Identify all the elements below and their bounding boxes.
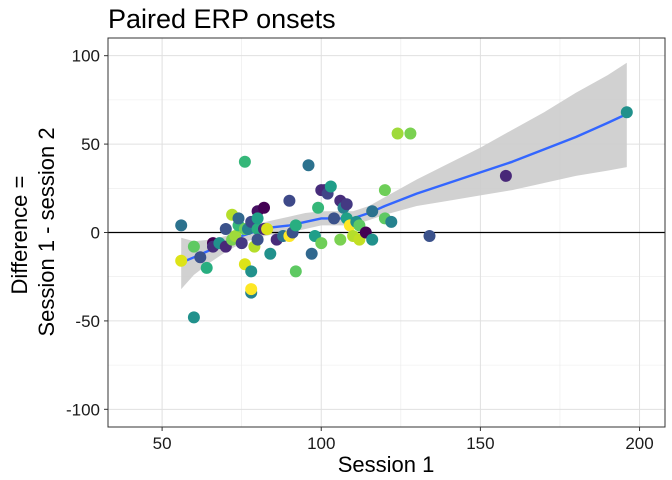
data-point bbox=[175, 219, 188, 232]
data-point bbox=[245, 283, 258, 296]
data-point bbox=[620, 106, 633, 119]
data-point bbox=[245, 265, 258, 278]
data-point bbox=[324, 180, 337, 193]
data-point bbox=[385, 215, 398, 228]
data-point bbox=[328, 212, 340, 225]
y-tick-label: 50 bbox=[81, 135, 100, 154]
data-point bbox=[404, 127, 417, 140]
data-point bbox=[283, 194, 296, 207]
x-tick-label: 50 bbox=[153, 434, 172, 453]
data-point bbox=[378, 184, 391, 197]
data-point bbox=[251, 233, 264, 246]
data-points bbox=[175, 106, 633, 324]
data-point bbox=[258, 201, 270, 214]
y-axis-title-line-2: Session 1 - session 2 bbox=[34, 127, 59, 336]
x-tick-label: 100 bbox=[307, 434, 335, 453]
data-point bbox=[423, 230, 436, 242]
data-point bbox=[251, 212, 264, 225]
data-point bbox=[366, 233, 379, 246]
data-point bbox=[187, 240, 200, 253]
data-point bbox=[302, 159, 315, 172]
data-point bbox=[261, 223, 274, 235]
data-point bbox=[391, 127, 404, 140]
data-point bbox=[334, 233, 347, 246]
y-tick-label: 0 bbox=[91, 224, 100, 243]
data-point bbox=[232, 212, 245, 225]
data-point bbox=[219, 223, 232, 235]
data-point bbox=[312, 201, 325, 214]
data-point bbox=[235, 237, 248, 250]
data-point bbox=[238, 155, 251, 168]
data-point bbox=[200, 261, 213, 274]
data-point bbox=[289, 219, 302, 232]
data-point bbox=[194, 251, 207, 264]
data-point bbox=[264, 247, 277, 260]
data-point bbox=[187, 311, 200, 324]
y-axis-title-line-1: Difference = bbox=[7, 176, 32, 295]
data-point bbox=[315, 237, 328, 250]
confidence-band bbox=[181, 62, 627, 290]
x-tick-label: 200 bbox=[625, 434, 653, 453]
chart-title: Paired ERP onsets bbox=[108, 4, 336, 34]
data-point bbox=[175, 254, 188, 267]
data-point bbox=[499, 169, 512, 182]
data-point bbox=[340, 198, 353, 211]
x-axis-title: Session 1 bbox=[338, 452, 435, 477]
y-axis-title: Difference = Session 1 - session 2 bbox=[7, 127, 59, 336]
y-tick-label: 100 bbox=[72, 47, 100, 66]
y-tick-label: -100 bbox=[66, 400, 100, 419]
y-tick-label: -50 bbox=[75, 312, 100, 331]
x-tick-label: 150 bbox=[466, 434, 494, 453]
axis-ticks: 50 100 150 200 -100 -50 0 50 100 bbox=[66, 47, 654, 453]
data-point bbox=[305, 247, 318, 260]
data-point bbox=[289, 265, 302, 278]
data-point bbox=[366, 205, 379, 218]
